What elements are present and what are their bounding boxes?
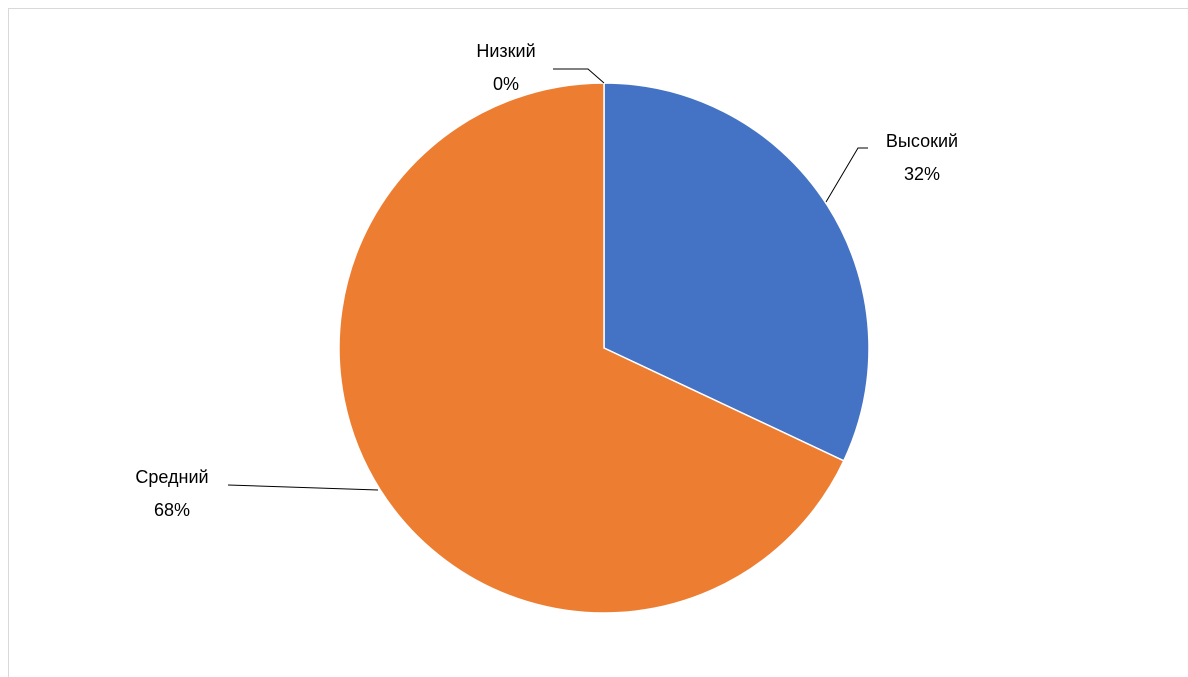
pie-data-labels: Высокий 32% Средний 68% Низкий 0% [135,41,958,520]
leader-line-sredniy [227,484,379,491]
pie-slice-vysokiy [603,82,870,462]
pie-slice-sredniy [338,82,845,614]
leader-line-nizkiy [553,68,605,84]
pie-slices [338,82,870,614]
leader-line-vysokiy [825,147,868,203]
slice-label-vysokiy-value: 32% [904,164,940,184]
slice-label-nizkiy-name: Низкий [476,41,535,61]
slice-label-sredniy-name: Средний [135,467,208,487]
slice-label-nizkiy-value: 0% [493,74,519,94]
slice-label-vysokiy-name: Высокий [886,131,958,151]
slice-label-sredniy-value: 68% [154,500,190,520]
